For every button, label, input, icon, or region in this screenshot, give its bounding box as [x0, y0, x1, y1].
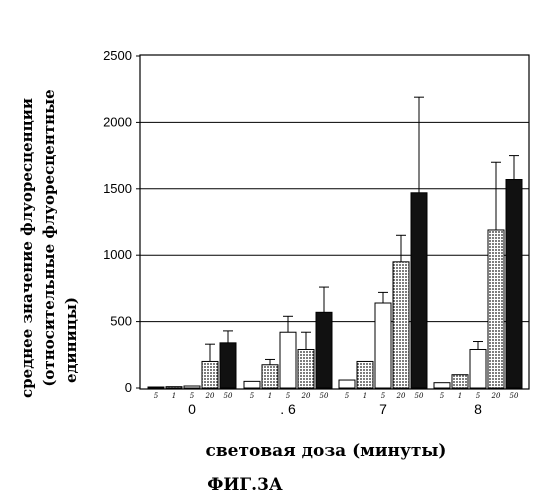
bar-sublabel: 1: [172, 392, 176, 400]
bar: [488, 230, 504, 388]
bar-sublabel: 50: [320, 392, 329, 400]
bar: [357, 361, 373, 388]
bar-sublabel: 5: [154, 392, 159, 400]
bar-sublabel: 1: [458, 392, 462, 400]
bar: [244, 381, 260, 388]
bar-sublabel: 50: [510, 392, 519, 400]
y-tick-label: 1000: [103, 247, 132, 262]
bar-sublabel: 5: [190, 392, 195, 400]
bar: [434, 383, 450, 388]
bar: [202, 361, 218, 388]
bar: [298, 349, 314, 388]
y-tick-label: 2500: [103, 48, 132, 63]
y-axis-ticks: 0 500 1000 1500 2000 2500: [103, 48, 140, 395]
y-axis-label-line: среднее значение флуоресценции: [18, 98, 36, 398]
bar-sublabel: 1: [363, 392, 367, 400]
bars: [148, 180, 522, 388]
figure-label: ФИГ.3А: [207, 475, 283, 495]
bar-sublabel: 5: [440, 392, 445, 400]
x-axis-categories: 0 . 6 7 8: [188, 401, 482, 417]
y-tick-label: 1500: [103, 181, 132, 196]
x-axis-label: световая доза (минуты): [206, 441, 447, 461]
bar-sublabel: 20: [396, 392, 406, 400]
y-axis-label: среднее значение флуоресценции (относите…: [18, 89, 80, 398]
bar-sublabel: 20: [301, 392, 311, 400]
gridlines: [140, 122, 529, 321]
x-category-label: 0: [188, 401, 196, 417]
bar: [166, 387, 182, 388]
x-category-label: . 6: [280, 401, 296, 417]
bar-sublabel: 5: [476, 392, 481, 400]
bar-sublabel: 5: [286, 392, 291, 400]
y-tick-label: 0: [125, 380, 132, 395]
error-bars: [205, 97, 519, 365]
bar-sublabel: 20: [205, 392, 215, 400]
bar: [148, 387, 164, 388]
plot-frame: [140, 55, 529, 389]
y-tick-label: 500: [110, 314, 132, 329]
bar: [280, 332, 296, 388]
bar-sublabels: 5 1 5 20 50 5 1 5 20 50 5 1 5 20 50 5 1 5 20 50: [154, 392, 519, 400]
bar: [470, 349, 486, 388]
bar: [506, 180, 522, 388]
y-axis-label-line: единицы): [62, 297, 80, 383]
bar-sublabel: 20: [491, 392, 501, 400]
bar: [220, 343, 236, 388]
bar: [316, 312, 332, 388]
bar-sublabel: 50: [224, 392, 233, 400]
bar: [393, 262, 409, 388]
x-category-label: 7: [379, 401, 387, 417]
bar: [411, 193, 427, 388]
x-category-label: 8: [474, 401, 482, 417]
bar: [339, 380, 355, 388]
bar-sublabel: 5: [250, 392, 255, 400]
y-axis-label-line: (относительные флуоресцентные: [40, 89, 58, 386]
bar: [452, 375, 468, 388]
bar-sublabel: 5: [345, 392, 350, 400]
bar-sublabel: 50: [415, 392, 424, 400]
bar-sublabel: 1: [268, 392, 272, 400]
bar-sublabel: 5: [381, 392, 386, 400]
bar: [184, 386, 200, 388]
bar: [375, 303, 391, 388]
bar: [262, 365, 278, 388]
y-tick-label: 2000: [103, 114, 132, 129]
